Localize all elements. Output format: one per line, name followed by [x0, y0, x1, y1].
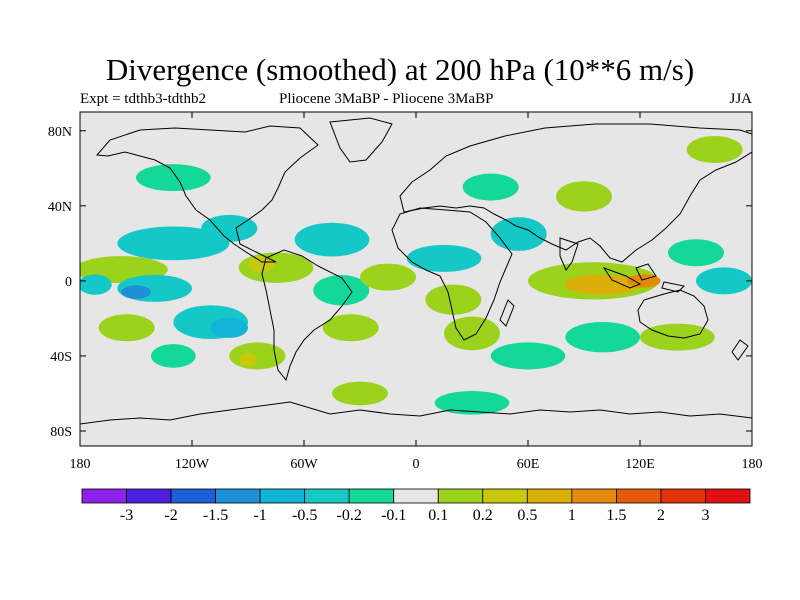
colorbar-swatch — [259, 488, 306, 504]
divergence-contour-region — [696, 267, 752, 295]
colorbar-swatch — [660, 488, 706, 504]
coastline-south-america — [261, 249, 353, 382]
lon-tick-label: 60W — [290, 457, 318, 472]
lat-tick-label: 40N — [48, 200, 72, 215]
map-axes: 80N 40N 0 40S 80S 180 120W 60W 0 60E 120E 180 — [48, 112, 763, 472]
colorbar-label: 1.5 — [606, 507, 626, 524]
divergence-contour-region — [117, 226, 230, 261]
colorbar-label: 1 — [568, 507, 576, 524]
colorbar-swatch — [526, 488, 573, 504]
colorbar-label: -1.5 — [203, 507, 228, 524]
colorbar-label: 0.5 — [517, 507, 537, 524]
divergence-contour-region — [201, 214, 258, 242]
colorbar-label: -1 — [253, 507, 266, 524]
colorbar: -3 -2 -1.5 -1 -0.5 -0.2 -0.1 0.1 0.2 0.5 1 1.5 2 3 — [81, 488, 751, 524]
coastline-greenland — [329, 117, 393, 163]
divergence-contour-region — [210, 317, 248, 338]
divergence-contour-region — [490, 342, 566, 370]
lon-tick-label: 180 — [70, 457, 91, 472]
lat-tick-label: 80N — [48, 125, 72, 140]
coastlines — [80, 117, 752, 425]
divergence-contour-region — [444, 316, 500, 351]
colorbar-label: -0.1 — [381, 507, 406, 524]
colorbar-label: 0.2 — [473, 507, 493, 524]
coastline-north-america — [95, 125, 319, 263]
colorbar-swatch — [170, 488, 216, 504]
lon-tick-label: 120W — [175, 457, 210, 472]
colorbar-swatch — [126, 488, 172, 504]
divergence-contour-region — [462, 173, 519, 201]
colorbar-swatch — [482, 488, 528, 504]
divergence-contour-region — [565, 321, 641, 353]
colorbar-swatch — [348, 488, 395, 504]
colorbar-label: -0.5 — [292, 507, 317, 524]
lat-tick-label: 0 — [65, 275, 72, 290]
divergence-contour-region — [294, 222, 370, 257]
lon-tick-label: 60E — [517, 457, 540, 472]
divergence-contour-region — [406, 244, 482, 272]
colorbar-label: -3 — [120, 507, 133, 524]
divergence-field — [80, 136, 752, 415]
divergence-contour-region — [136, 164, 211, 192]
divergence-contour-region — [322, 314, 379, 342]
colorbar-swatch — [571, 488, 617, 504]
divergence-contour-region — [121, 285, 151, 299]
coastline-new-zealand — [731, 339, 749, 361]
divergence-contour-region — [80, 274, 112, 295]
experiment-label: Expt = tdthb3-tdthb2 — [80, 91, 206, 107]
colorbar-swatch — [81, 488, 127, 504]
period-label: Pliocene 3MaBP - Pliocene 3MaBP — [279, 91, 494, 107]
colorbar-swatch — [304, 488, 350, 504]
lon-tick-label: 0 — [413, 457, 420, 472]
plot-title: Divergence (smoothed) at 200 hPa (10**6 … — [105, 52, 695, 87]
colorbar-swatch — [705, 488, 751, 504]
colorbar-swatch — [437, 488, 484, 504]
colorbar-swatch — [393, 488, 439, 504]
divergence-contour-region — [668, 239, 724, 267]
divergence-contour-region — [313, 275, 370, 306]
divergence-contour-region — [150, 344, 196, 368]
colorbar-label: -2 — [164, 507, 177, 524]
divergence-contour-region — [238, 352, 258, 367]
divergence-contour-region — [556, 181, 612, 212]
season-label: JJA — [729, 91, 752, 107]
coastline-africa — [391, 207, 513, 341]
colorbar-swatch — [215, 488, 261, 504]
colorbar-label: -0.2 — [337, 507, 362, 524]
coastline-antarctica — [80, 401, 752, 425]
colorbar-label: 3 — [701, 507, 709, 524]
divergence-contour-region — [686, 136, 743, 164]
lat-tick-label: 40S — [50, 350, 72, 365]
coastline-australia — [637, 289, 709, 339]
coastline-eurasia — [399, 123, 752, 263]
coastline-madagascar — [499, 299, 515, 327]
coastline-india — [559, 237, 579, 271]
divergence-contour-region — [565, 274, 641, 295]
divergence-contour-region — [425, 284, 482, 315]
divergence-contour-region — [490, 217, 547, 251]
colorbar-label: 2 — [657, 507, 665, 524]
coastline-maritime-continent — [602, 263, 686, 293]
divergence-contour-region — [332, 381, 388, 406]
divergence-contour-region — [434, 391, 510, 415]
divergence-contour-region — [98, 314, 155, 342]
lat-tick-label: 80S — [50, 425, 72, 440]
lon-tick-label: 180 — [742, 457, 763, 472]
lon-tick-label: 120E — [625, 457, 655, 472]
colorbar-label: 0.1 — [428, 507, 448, 524]
divergence-contour-region — [360, 263, 416, 291]
divergence-contour-region — [248, 255, 275, 273]
colorbar-swatch — [616, 488, 662, 504]
